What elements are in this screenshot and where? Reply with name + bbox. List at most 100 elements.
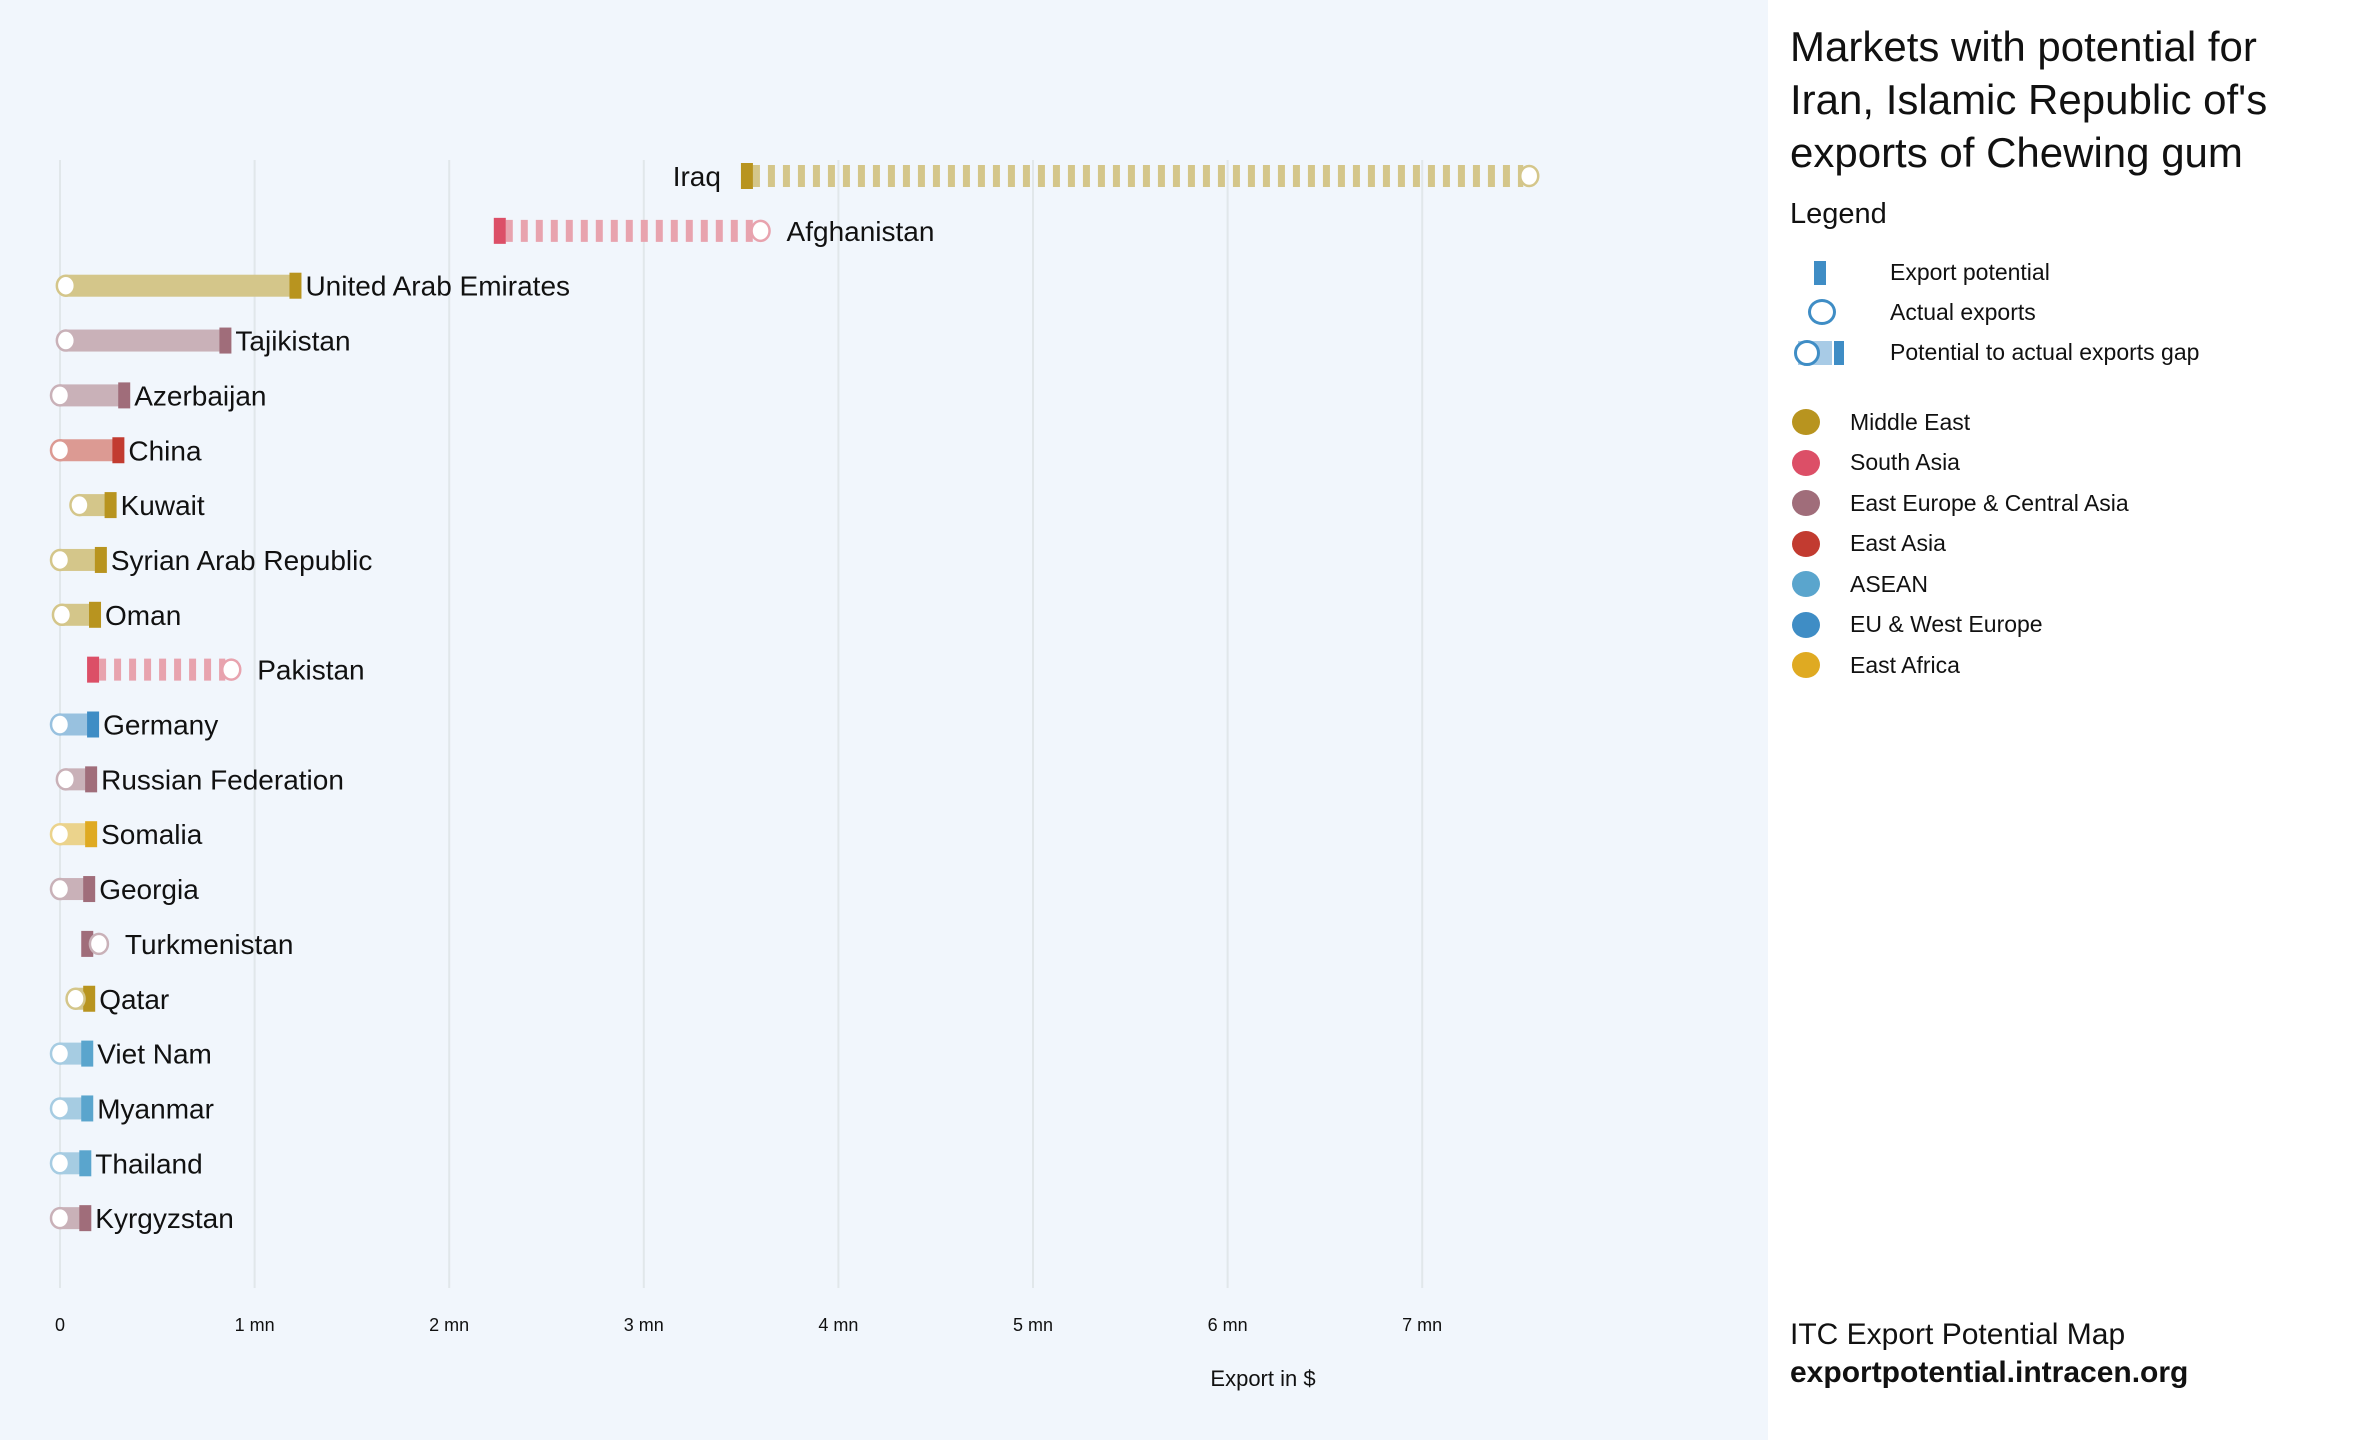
chart-rows: Iraq Afghanistan United Arab Emirates Tajik…: [49, 161, 1540, 1234]
x-axis-ticks: 0 1 mn 2 mn 3 mn 4 mn 5 mn 6 mn 7 mn: [55, 1315, 1442, 1335]
region-dot-icon: [1792, 490, 1820, 516]
actual-exports-marker: [49, 1152, 71, 1175]
export-potential-marker: [118, 382, 131, 409]
country-label: Syrian Arab Republic: [111, 545, 372, 576]
region-legend-item: East Europe & Central Asia: [1790, 483, 2129, 523]
export-potential-marker: [83, 985, 96, 1012]
export-potential-marker: [112, 437, 125, 464]
country-label: Afghanistan: [787, 216, 935, 247]
country-label: Somalia: [101, 819, 203, 850]
export-potential-marker: [89, 601, 102, 628]
actual-exports-marker: [49, 713, 71, 736]
region-legend-item: East Asia: [1790, 524, 1946, 564]
country-row: Tajikistan: [55, 326, 351, 357]
actual-exports-marker: [88, 932, 110, 956]
country-label: China: [128, 435, 202, 466]
region-dot-icon: [1792, 611, 1820, 638]
country-label: Germany: [103, 710, 218, 741]
country-label: Thailand: [95, 1148, 202, 1179]
tick-label: 7 mn: [1402, 1315, 1442, 1335]
actual-circle-icon: [1808, 299, 1836, 325]
country-label: Turkmenistan: [125, 929, 294, 960]
country-row: China: [49, 435, 202, 466]
country-label: Iraq: [673, 161, 721, 192]
country-label: Viet Nam: [97, 1039, 212, 1070]
chart-title: Markets with potential for Iran, Islamic…: [1790, 23, 2268, 176]
export-potential-marker: [83, 876, 96, 903]
country-row: United Arab Emirates: [55, 271, 570, 302]
tick-label: 3 mn: [624, 1315, 664, 1335]
gap-bar: [60, 439, 119, 462]
country-row: Somalia: [49, 819, 203, 850]
actual-exports-marker: [65, 987, 86, 1010]
export-potential-marker: [94, 546, 107, 573]
country-label: Myanmar: [97, 1093, 214, 1124]
region-label: South Asia: [1850, 449, 1960, 475]
export-potential-marker: [219, 327, 232, 354]
export-potential-marker: [740, 163, 753, 189]
tick-label: 6 mn: [1208, 1315, 1248, 1335]
export-potential-marker: [87, 656, 100, 683]
actual-exports-marker: [49, 384, 71, 407]
actual-exports-marker: [220, 658, 242, 681]
actual-exports-marker: [49, 1042, 71, 1065]
country-label: Oman: [105, 600, 181, 631]
export-potential-marker: [85, 821, 98, 848]
country-row: Oman: [51, 600, 181, 631]
actual-exports-marker: [49, 1097, 71, 1120]
country-row: Turkmenistan: [81, 929, 293, 960]
country-label: Kuwait: [121, 490, 205, 521]
country-label: Tajikistan: [235, 326, 350, 357]
actual-exports-marker: [49, 1206, 71, 1230]
potential-marker-icon: [1834, 341, 1844, 365]
region-label: ASEAN: [1850, 570, 1928, 597]
region-legend-item: EU & West Europe: [1790, 605, 2043, 645]
region-dot-icon: [1792, 571, 1820, 597]
region-legend-item: East Africa: [1790, 645, 1960, 685]
country-row: Iraq: [673, 161, 1540, 192]
country-row: Thailand: [49, 1148, 203, 1179]
actual-exports-marker: [49, 877, 71, 901]
country-row: Georgia: [49, 874, 199, 905]
legend-label: Potential to actual exports gap: [1890, 338, 2200, 365]
legend-heading: Legend: [1790, 198, 1887, 230]
gap-bar: [65, 329, 226, 352]
export-potential-marker: [289, 272, 302, 299]
export-potential-marker: [81, 1040, 94, 1067]
export-potential-marker: [104, 492, 117, 519]
tick-label: 4 mn: [818, 1315, 858, 1335]
footer-source: ITC Export Potential Map: [1790, 1318, 2126, 1351]
country-row: Pakistan: [87, 655, 365, 686]
actual-exports-marker: [1518, 164, 1540, 188]
country-row: Russian Federation: [55, 764, 344, 795]
country-row: Germany: [49, 710, 218, 741]
tick-label: 5 mn: [1013, 1315, 1053, 1335]
region-label: East Asia: [1850, 530, 1946, 556]
region-label: East Europe & Central Asia: [1850, 489, 2129, 516]
region-label: East Africa: [1850, 651, 1960, 678]
dumbbell-chart: 0 1 mn 2 mn 3 mn 4 mn 5 mn 6 mn 7 mn Iraq Afghan…: [49, 160, 1540, 1391]
footer-link[interactable]: exportpotential.intracen.org: [1790, 1356, 2189, 1389]
country-label: Azerbaijan: [134, 380, 266, 411]
region-legend-item: South Asia: [1790, 443, 1960, 483]
legend-export-potential: Export potential: [1768, 252, 2050, 292]
country-row: Myanmar: [49, 1093, 214, 1124]
legend-label: Actual exports: [1890, 298, 2036, 325]
side-panel: Markets with potential for Iran, Islamic…: [1768, 0, 2360, 1440]
country-row: Kyrgyzstan: [49, 1203, 234, 1234]
export-potential-marker: [79, 1150, 92, 1177]
export-potential-marker: [85, 766, 98, 793]
region-dot-icon: [1792, 652, 1820, 678]
gap-bar: [60, 548, 101, 571]
tick-label: 2 mn: [429, 1315, 469, 1335]
export-potential-marker: [87, 711, 100, 738]
tick-label: 1 mn: [235, 1315, 275, 1335]
actual-exports-marker: [51, 603, 73, 627]
country-row: Azerbaijan: [49, 380, 267, 411]
country-label: Russian Federation: [101, 764, 344, 795]
actual-exports-marker: [55, 329, 77, 352]
chart-area: 0 1 mn 2 mn 3 mn 4 mn 5 mn 6 mn 7 mn Iraq Afghan…: [0, 0, 1768, 1440]
region-label: EU & West Europe: [1850, 611, 2043, 637]
region-dot-icon: [1792, 449, 1820, 476]
potential-marker-icon: [1814, 261, 1826, 285]
